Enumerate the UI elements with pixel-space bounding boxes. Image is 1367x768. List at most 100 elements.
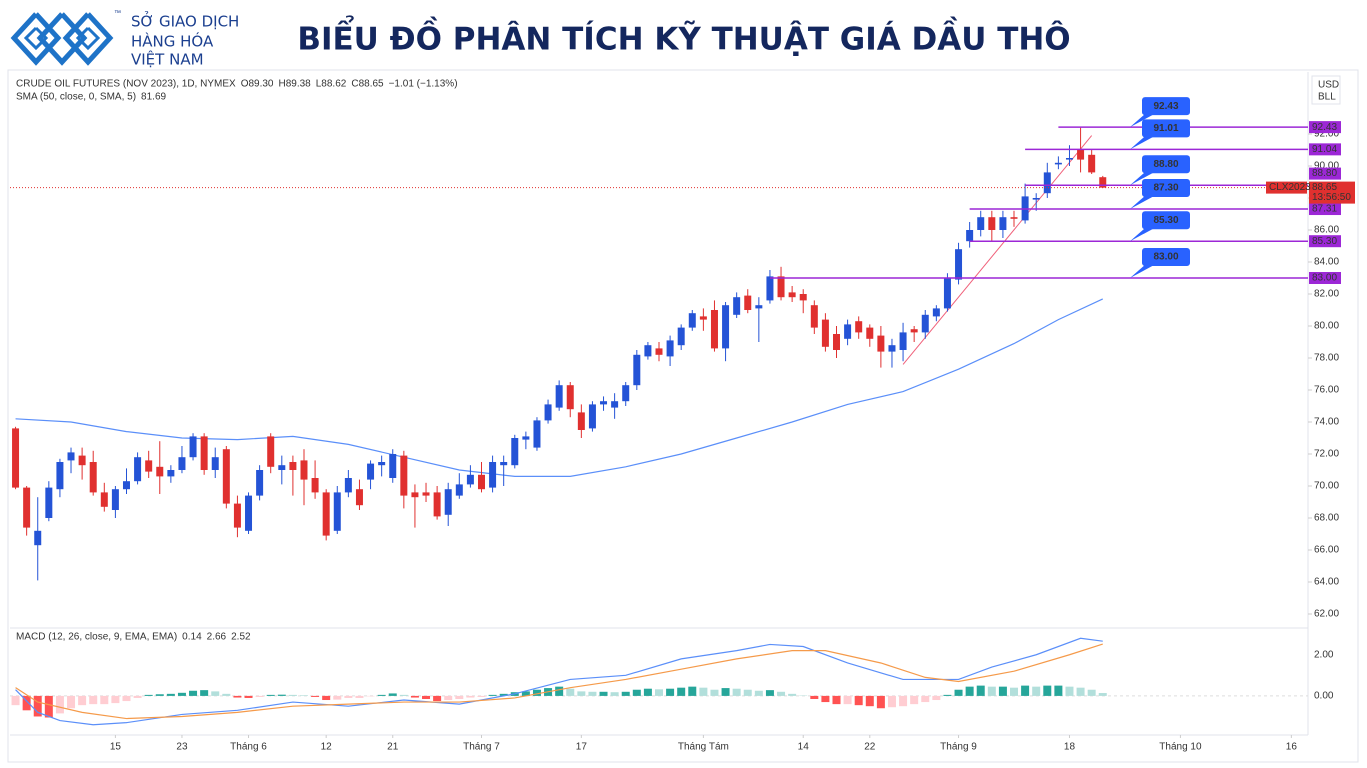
candle-body (844, 324, 852, 339)
histogram-bar (311, 695, 320, 697)
candle-body (966, 230, 974, 242)
candle-body (500, 462, 508, 466)
candle-body (999, 217, 1007, 230)
last-price-box (1309, 181, 1355, 204)
histogram-bar (899, 695, 908, 707)
histogram-bar (177, 692, 186, 696)
candle-body (600, 401, 608, 405)
candle-body (89, 462, 97, 493)
histogram-bar (577, 691, 586, 696)
histogram-bar (743, 689, 752, 696)
histogram-bar (876, 695, 885, 709)
histogram-bar (1076, 687, 1085, 696)
histogram-bar (976, 685, 985, 696)
callout-label: 92.43 (1153, 101, 1178, 112)
candle-body (311, 478, 319, 493)
x-tick-label: 23 (176, 742, 188, 753)
legend-text: L88.62 (316, 79, 347, 90)
y-tick-label: 68.00 (1314, 513, 1339, 524)
candle-body (355, 489, 363, 506)
candle-body (1010, 217, 1018, 219)
x-tick-label: 18 (1064, 742, 1076, 753)
histogram-bar (444, 695, 453, 701)
x-tick-label: 14 (798, 742, 810, 753)
candle-body (943, 278, 951, 309)
histogram-bar (89, 695, 98, 705)
histogram-bar (1043, 685, 1052, 696)
candle-body (633, 354, 641, 386)
candle-body (322, 492, 330, 536)
x-tick-label: Tháng 7 (463, 742, 500, 753)
histogram-bar (532, 689, 541, 696)
histogram-bar (344, 695, 353, 698)
y-tick-label: 62.00 (1314, 609, 1339, 620)
candle-body (400, 455, 408, 496)
histogram-bar (410, 695, 419, 698)
histogram-bar (11, 695, 20, 706)
candle-body (977, 217, 985, 230)
axis-level-label: 91.04 (1312, 144, 1337, 155)
candle-body (455, 484, 463, 496)
histogram-bar (521, 691, 530, 696)
candle-body (622, 385, 630, 402)
histogram-bar (732, 688, 741, 696)
histogram-bar (588, 691, 597, 696)
histogram-bar (399, 694, 408, 696)
legend-text: −1.01 (−1.13%) (389, 79, 458, 90)
callout-pointer (1130, 113, 1156, 128)
candle-body (1088, 154, 1096, 173)
candle-body (466, 474, 474, 485)
logo-mark (10, 12, 114, 66)
histogram-bar (255, 695, 264, 697)
histogram-bar (488, 694, 497, 696)
callout-box (1142, 155, 1190, 174)
macd-line (15, 637, 1103, 726)
candle-body (289, 462, 297, 470)
x-tick-label: Tháng Tám (678, 742, 729, 753)
candle-body (644, 345, 652, 357)
candle-body (178, 457, 186, 470)
currency: USD (1318, 80, 1339, 91)
legend-text: 2.66 (207, 632, 227, 643)
candle-body (211, 457, 219, 470)
legend-text: CRUDE OIL FUTURES (NOV 2023), 1D, NYMEX (16, 79, 236, 90)
callout-box (1142, 97, 1190, 116)
candle-body (411, 492, 419, 498)
histogram-bar (233, 695, 242, 698)
histogram-bar (144, 694, 153, 696)
candle-body (256, 470, 264, 496)
axis-level-label: 83.00 (1312, 273, 1337, 284)
candle-body (799, 294, 807, 301)
y-tick-label: 82.00 (1314, 289, 1339, 300)
histogram-bar (965, 686, 974, 696)
histogram-bar (854, 695, 863, 706)
histogram-bar (499, 693, 508, 696)
callout-box (1142, 248, 1190, 266)
trendline (902, 135, 1093, 365)
histogram-bar (987, 686, 996, 696)
axis-level-box (1309, 143, 1341, 156)
axis-level-box (1309, 167, 1341, 180)
histogram-bar (921, 695, 930, 703)
candle-body (134, 457, 142, 482)
histogram-bar (33, 695, 42, 717)
symbol-label: CLX2023 (1269, 182, 1311, 193)
candle-body (1054, 162, 1062, 165)
candle-body (78, 455, 86, 466)
candle-body (100, 492, 108, 507)
axis-level-label: 87.31 (1312, 204, 1337, 215)
candle-body (1032, 198, 1040, 200)
histogram-bar (67, 695, 76, 709)
countdown: 13:56:50 (1312, 192, 1351, 203)
candle-body (245, 495, 253, 531)
legend-text: 81.69 (141, 92, 166, 103)
candle-body (433, 492, 441, 517)
histogram-bar (244, 695, 253, 698)
histogram-bar (887, 695, 896, 708)
candle-body (1077, 150, 1085, 160)
axis-level-box (1309, 121, 1341, 134)
histogram-bar (843, 695, 852, 705)
candle-body (566, 385, 574, 410)
candle-body (766, 276, 774, 301)
histogram-bar (765, 690, 774, 696)
